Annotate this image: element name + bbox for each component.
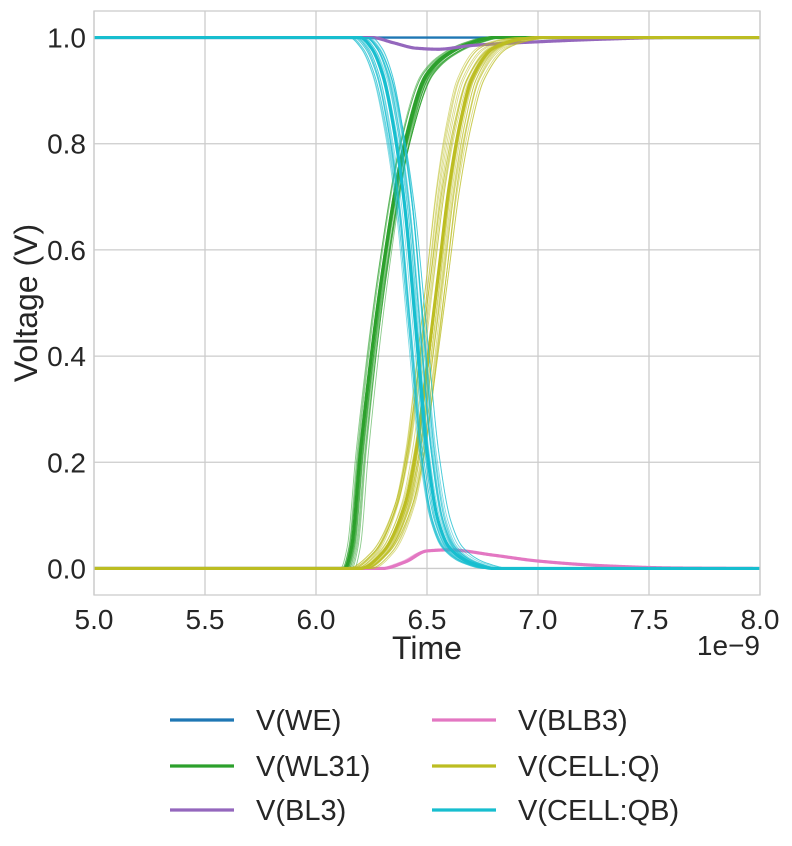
series-v-cell-qb: [94, 35, 760, 571]
x-tick-label: 8.0: [741, 604, 780, 635]
x-axis-ticks: 5.0 5.5 6.0 6.5 7.0 7.5 8.0: [75, 604, 780, 635]
x-tick-label: 6.0: [297, 604, 336, 635]
legend-label: V(WE): [256, 705, 341, 737]
y-tick-label: 0.0: [47, 553, 86, 584]
legend-item: V(CELL:Q): [432, 751, 660, 783]
y-tick-label: 0.6: [47, 235, 86, 266]
y-tick-label: 1.0: [47, 23, 86, 54]
legend-label: V(WL31): [256, 751, 370, 783]
plot-frame: [93, 10, 761, 596]
legend-label: V(BL3): [256, 795, 346, 827]
x-tick-label: 5.5: [186, 604, 225, 635]
y-axis-ticks: 0.0 0.2 0.4 0.6 0.8 1.0: [47, 23, 86, 585]
y-tick-label: 0.2: [47, 447, 86, 478]
series-line: [94, 35, 760, 571]
legend-item: V(BLB3): [432, 705, 628, 737]
x-tick-label: 6.5: [408, 604, 447, 635]
legend-item: V(CELL:QB): [432, 795, 679, 827]
legend-label: V(BLB3): [518, 705, 628, 737]
x-axis-offset-text: 1e−9: [697, 630, 760, 661]
legend-label: V(CELL:Q): [518, 751, 660, 783]
y-axis-label: Voltage (V): [8, 224, 44, 382]
y-tick-label: 0.8: [47, 129, 86, 160]
legend-item: V(WE): [170, 705, 341, 737]
y-tick-label: 0.4: [47, 341, 86, 372]
x-tick-label: 5.0: [75, 604, 114, 635]
x-tick-label: 7.0: [519, 604, 558, 635]
legend: V(WE) V(WL31) V(BL3) V(BLB3) V(CELL:Q) V(CELL…: [170, 705, 679, 827]
legend-item: V(BL3): [170, 795, 346, 827]
plot-area: [94, 35, 761, 571]
legend-label: V(CELL:QB): [518, 795, 679, 827]
legend-item: V(WL31): [170, 751, 370, 783]
x-axis-label: Time: [392, 630, 462, 666]
x-tick-label: 7.5: [630, 604, 669, 635]
